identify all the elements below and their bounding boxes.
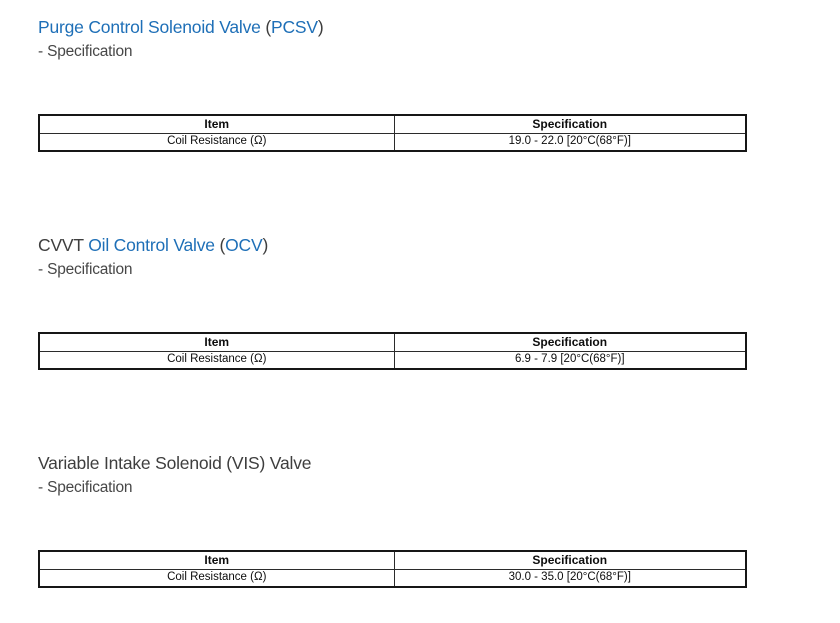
col-header-specification: Specification [393,332,747,352]
cell-item: Coil Resistance (Ω) [38,568,395,588]
table-header-row: Item Specification [38,550,747,570]
title-text: ) [317,17,324,37]
manual-content: Purge Control Solenoid Valve (PCSV) - Sp… [38,14,840,588]
title-text: ( [260,17,271,37]
table-row: Coil Resistance (Ω) 30.0 - 35.0 [20°C(68… [38,568,747,588]
title-text: Variable Intake Solenoid (VIS) Valve [38,453,312,473]
subtitle-specification: - Specification [38,43,133,60]
section-title-vis: Variable Intake Solenoid (VIS) Valve [38,450,840,476]
col-header-specification: Specification [393,550,747,570]
cell-specification: 6.9 - 7.9 [20°C(68°F)] [393,350,747,370]
pcsv-title-link[interactable]: Purge Control Solenoid Valve [38,17,261,37]
col-header-item: Item [38,550,395,570]
col-header-specification: Specification [393,114,747,134]
spec-table-vis: Item Specification Coil Resistance (Ω) 3… [38,550,747,588]
spec-table-pcsv: Item Specification Coil Resistance (Ω) 1… [38,114,747,152]
subtitle-specification: - Specification [38,261,133,278]
section-vis: Variable Intake Solenoid (VIS) Valve - S… [38,450,840,588]
cell-item: Coil Resistance (Ω) [38,350,395,370]
section-ocv: CVVT Oil Control Valve (OCV) - Specifica… [38,232,840,370]
title-text: ( [214,235,226,255]
table-header-row: Item Specification [38,332,747,352]
col-header-item: Item [38,332,395,352]
title-text: ) [262,235,269,255]
spec-table-ocv: Item Specification Coil Resistance (Ω) 6… [38,332,747,370]
cell-specification: 30.0 - 35.0 [20°C(68°F)] [393,568,747,588]
section-pcsv: Purge Control Solenoid Valve (PCSV) - Sp… [38,14,840,152]
cell-item: Coil Resistance (Ω) [38,132,395,152]
subtitle-specification: - Specification [38,479,133,496]
section-title-pcsv: Purge Control Solenoid Valve (PCSV) [38,14,840,40]
ocv-abbrev-link[interactable]: OCV [225,235,263,255]
col-header-item: Item [38,114,395,134]
section-title-ocv: CVVT Oil Control Valve (OCV) [38,232,840,258]
pcsv-abbrev-link[interactable]: PCSV [270,17,318,37]
table-header-row: Item Specification [38,114,747,134]
title-text: CVVT [38,235,89,255]
table-row: Coil Resistance (Ω) 6.9 - 7.9 [20°C(68°F… [38,350,747,370]
cell-specification: 19.0 - 22.0 [20°C(68°F)] [393,132,747,152]
table-row: Coil Resistance (Ω) 19.0 - 22.0 [20°C(68… [38,132,747,152]
ocv-title-link[interactable]: Oil Control Valve [88,235,215,255]
